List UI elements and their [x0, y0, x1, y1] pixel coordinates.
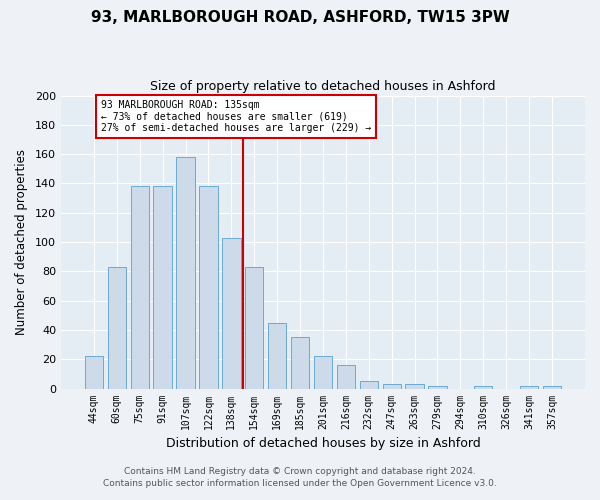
Bar [176, 157, 194, 388]
X-axis label: Distribution of detached houses by size in Ashford: Distribution of detached houses by size … [166, 437, 481, 450]
Bar [314, 356, 332, 388]
Bar [474, 386, 493, 388]
Bar [428, 386, 446, 388]
Bar [199, 186, 218, 388]
Bar [291, 338, 309, 388]
Bar [520, 386, 538, 388]
Y-axis label: Number of detached properties: Number of detached properties [15, 149, 28, 335]
Text: 93 MARLBOROUGH ROAD: 135sqm
← 73% of detached houses are smaller (619)
27% of se: 93 MARLBOROUGH ROAD: 135sqm ← 73% of det… [101, 100, 371, 133]
Bar [268, 322, 286, 388]
Bar [107, 267, 126, 388]
Bar [359, 381, 378, 388]
Text: 93, MARLBOROUGH ROAD, ASHFORD, TW15 3PW: 93, MARLBOROUGH ROAD, ASHFORD, TW15 3PW [91, 10, 509, 25]
Bar [406, 384, 424, 388]
Title: Size of property relative to detached houses in Ashford: Size of property relative to detached ho… [150, 80, 496, 93]
Bar [154, 186, 172, 388]
Text: Contains HM Land Registry data © Crown copyright and database right 2024.
Contai: Contains HM Land Registry data © Crown c… [103, 466, 497, 487]
Bar [245, 267, 263, 388]
Bar [222, 238, 241, 388]
Bar [383, 384, 401, 388]
Bar [337, 365, 355, 388]
Bar [131, 186, 149, 388]
Bar [85, 356, 103, 388]
Bar [543, 386, 561, 388]
